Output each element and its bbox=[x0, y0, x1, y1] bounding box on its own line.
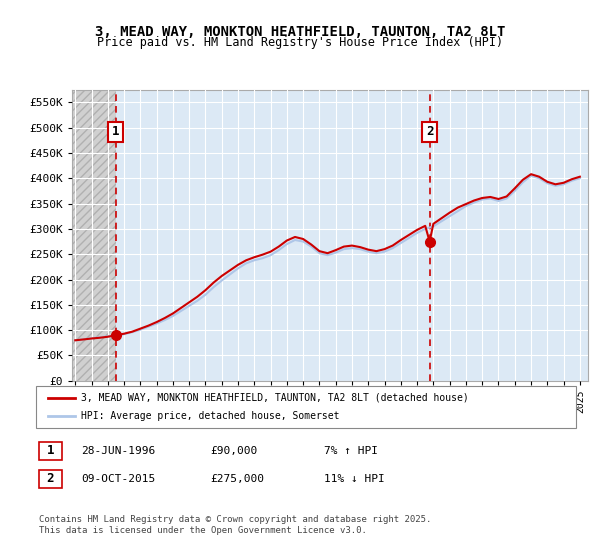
Text: 3, MEAD WAY, MONKTON HEATHFIELD, TAUNTON, TA2 8LT: 3, MEAD WAY, MONKTON HEATHFIELD, TAUNTON… bbox=[95, 25, 505, 39]
Text: 1: 1 bbox=[47, 444, 54, 458]
Text: 2: 2 bbox=[426, 125, 433, 138]
Text: £90,000: £90,000 bbox=[210, 446, 257, 456]
Text: HPI: Average price, detached house, Somerset: HPI: Average price, detached house, Some… bbox=[81, 411, 340, 421]
Text: 11% ↓ HPI: 11% ↓ HPI bbox=[324, 474, 385, 484]
Text: 1: 1 bbox=[112, 125, 119, 138]
Text: £275,000: £275,000 bbox=[210, 474, 264, 484]
Text: 2: 2 bbox=[47, 472, 54, 486]
Text: 7% ↑ HPI: 7% ↑ HPI bbox=[324, 446, 378, 456]
Text: Price paid vs. HM Land Registry's House Price Index (HPI): Price paid vs. HM Land Registry's House … bbox=[97, 36, 503, 49]
Text: 09-OCT-2015: 09-OCT-2015 bbox=[81, 474, 155, 484]
Text: Contains HM Land Registry data © Crown copyright and database right 2025.
This d: Contains HM Land Registry data © Crown c… bbox=[39, 515, 431, 535]
Text: 3, MEAD WAY, MONKTON HEATHFIELD, TAUNTON, TA2 8LT (detached house): 3, MEAD WAY, MONKTON HEATHFIELD, TAUNTON… bbox=[81, 393, 469, 403]
Text: 28-JUN-1996: 28-JUN-1996 bbox=[81, 446, 155, 456]
Bar bbox=[72, 90, 116, 381]
